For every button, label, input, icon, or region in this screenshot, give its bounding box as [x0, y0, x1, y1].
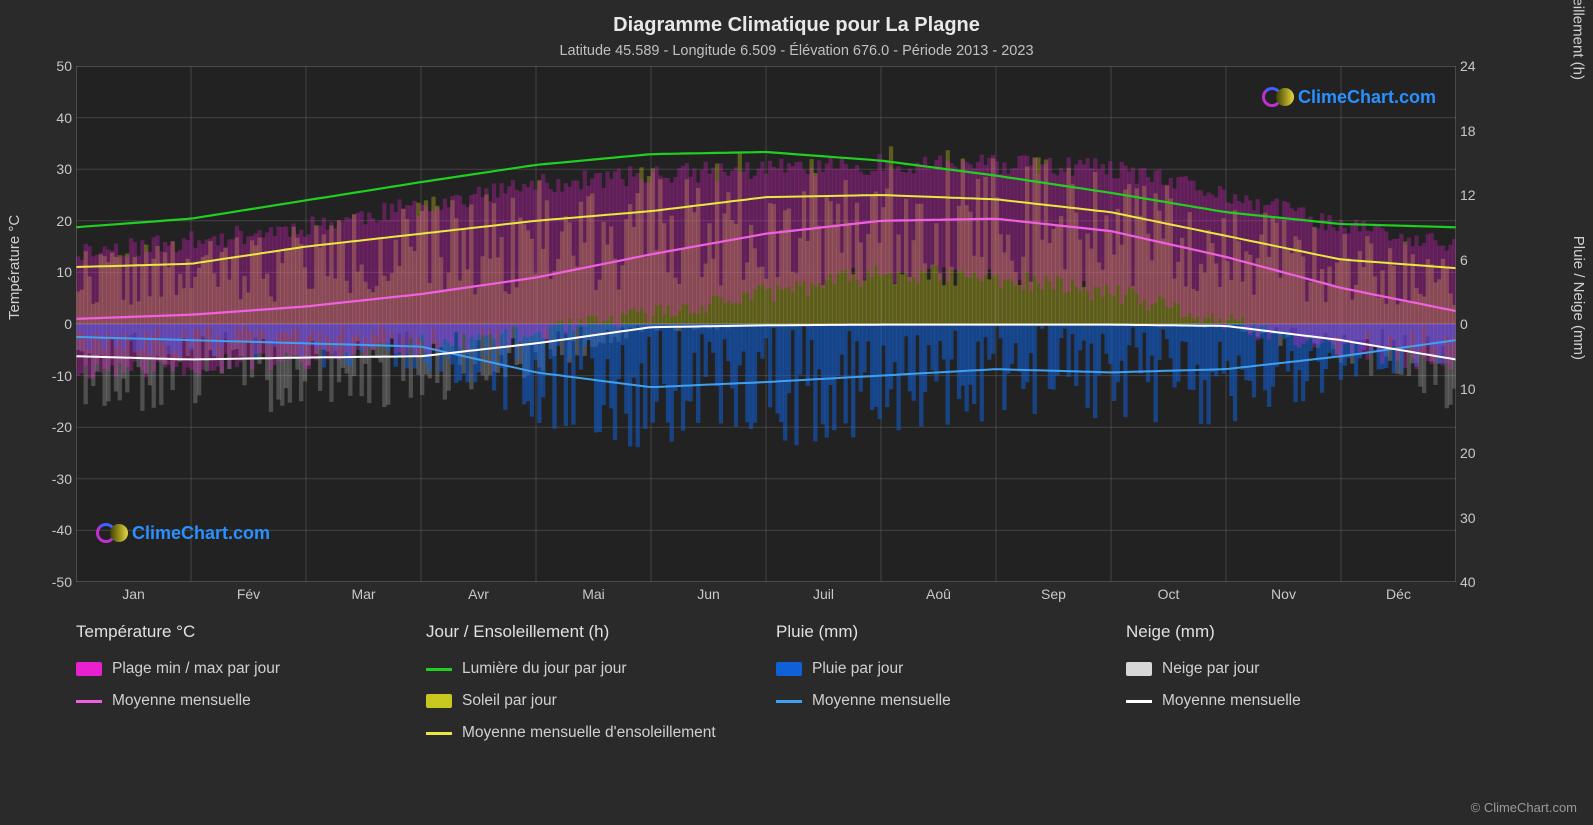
brand-logo-bottom: ClimeChart.com [96, 518, 270, 548]
y-tick-left: -50 [32, 574, 72, 590]
legend-item: Pluie par jour [776, 660, 1106, 678]
y-tick-right-hours: 12 [1460, 187, 1500, 203]
brand-text: ClimeChart.com [132, 523, 270, 544]
x-tick-month: Mar [351, 586, 375, 602]
legend-column: Jour / Ensoleillement (h) Lumière du jour… [426, 622, 756, 742]
y-axis-right-top-label: Jour / Ensoleillement (h) [1570, 0, 1587, 80]
legend-item: Lumière du jour par jour [426, 660, 756, 678]
legend-header: Pluie (mm) [776, 622, 1106, 642]
legend-label: Soleil par jour [462, 692, 557, 710]
y-tick-right-hours: 18 [1460, 123, 1500, 139]
y-tick-left: 10 [32, 264, 72, 280]
y-tick-left: 30 [32, 161, 72, 177]
copyright: © ClimeChart.com [1471, 800, 1577, 815]
chart-subtitle: Latitude 45.589 - Longitude 6.509 - Élév… [0, 37, 1593, 59]
chart-svg [76, 66, 1456, 582]
y-tick-right-hours: 24 [1460, 58, 1500, 74]
y-tick-left: -10 [32, 368, 72, 384]
x-tick-month: Aoû [926, 586, 951, 602]
y-tick-right-mm: 10 [1460, 381, 1500, 397]
x-tick-month: Avr [468, 586, 489, 602]
legend-label: Plage min / max par jour [112, 660, 280, 678]
legend-line-swatch [426, 668, 452, 671]
legend-fill-swatch [776, 662, 802, 676]
legend-item: Moyenne mensuelle [76, 692, 406, 710]
legend-header: Jour / Ensoleillement (h) [426, 622, 756, 642]
y-tick-right-hours: 6 [1460, 252, 1500, 268]
legend-fill-swatch [1126, 662, 1152, 676]
climechart-icon [96, 518, 126, 548]
legend-column: Pluie (mm) Pluie par jour Moyenne mensuell… [776, 622, 1106, 742]
legend-item: Neige par jour [1126, 660, 1456, 678]
y-tick-left: 40 [32, 110, 72, 126]
y-axis-right-bottom-label: Pluie / Neige (mm) [1570, 236, 1587, 360]
y-tick-right-mm: 20 [1460, 445, 1500, 461]
y-tick-left: -20 [32, 419, 72, 435]
y-tick-right-mm: 30 [1460, 510, 1500, 526]
legend-label: Neige par jour [1162, 660, 1259, 678]
legend-label: Pluie par jour [812, 660, 903, 678]
x-tick-month: Fév [237, 586, 260, 602]
x-tick-month: Déc [1386, 586, 1411, 602]
x-tick-month: Sep [1041, 586, 1066, 602]
chart-title: Diagramme Climatique pour La Plagne [0, 0, 1593, 37]
legend-line-swatch [76, 700, 102, 703]
legend-label: Moyenne mensuelle [1162, 692, 1301, 710]
x-tick-month: Jun [697, 586, 720, 602]
x-tick-month: Nov [1271, 586, 1296, 602]
legend: Température °C Plage min / max par jour Mo… [76, 622, 1456, 742]
y-tick-left: 0 [32, 316, 72, 332]
legend-header: Neige (mm) [1126, 622, 1456, 642]
y-tick-left: -30 [32, 471, 72, 487]
y-tick-right-mm: 40 [1460, 574, 1500, 590]
y-axis-left-label: Température °C [6, 215, 23, 320]
chart-plot-area: ClimeChart.com ClimeChart.com -50-40-30-… [76, 66, 1456, 582]
climechart-icon [1262, 82, 1292, 112]
legend-item: Moyenne mensuelle [776, 692, 1106, 710]
y-tick-left: 50 [32, 58, 72, 74]
legend-fill-swatch [426, 694, 452, 708]
legend-fill-swatch [76, 662, 102, 676]
legend-label: Lumière du jour par jour [462, 660, 627, 678]
brand-logo-top: ClimeChart.com [1262, 82, 1436, 112]
legend-line-swatch [776, 700, 802, 703]
legend-column: Neige (mm) Neige par jour Moyenne mensuell… [1126, 622, 1456, 742]
legend-item: Moyenne mensuelle [1126, 692, 1456, 710]
legend-label: Moyenne mensuelle d'ensoleillement [462, 724, 716, 742]
y-tick-left: -40 [32, 522, 72, 538]
legend-label: Moyenne mensuelle [112, 692, 251, 710]
legend-label: Moyenne mensuelle [812, 692, 951, 710]
x-tick-month: Oct [1158, 586, 1180, 602]
legend-column: Température °C Plage min / max par jour Mo… [76, 622, 406, 742]
legend-item: Moyenne mensuelle d'ensoleillement [426, 724, 756, 742]
legend-item: Plage min / max par jour [76, 660, 406, 678]
legend-line-swatch [1126, 700, 1152, 703]
x-tick-month: Mai [582, 586, 605, 602]
legend-item: Soleil par jour [426, 692, 756, 710]
legend-header: Température °C [76, 622, 406, 642]
x-tick-month: Juil [813, 586, 834, 602]
brand-text: ClimeChart.com [1298, 87, 1436, 108]
y-tick-left: 20 [32, 213, 72, 229]
legend-line-swatch [426, 732, 452, 735]
y-tick-right-hours: 0 [1460, 316, 1500, 332]
x-tick-month: Jan [122, 586, 145, 602]
